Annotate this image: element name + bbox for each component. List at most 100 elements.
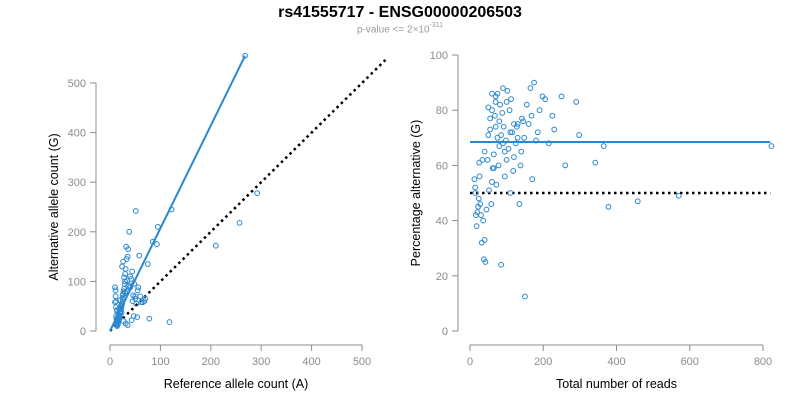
data-point bbox=[500, 140, 506, 147]
data-point bbox=[130, 313, 137, 320]
data-point bbox=[523, 101, 530, 108]
data-point bbox=[600, 143, 607, 149]
data-point bbox=[509, 129, 516, 136]
data-point bbox=[505, 145, 512, 152]
reference-line bbox=[109, 57, 389, 332]
data-point bbox=[473, 223, 480, 230]
data-point bbox=[489, 90, 495, 97]
data-point bbox=[112, 293, 119, 300]
data-point bbox=[154, 223, 161, 230]
x-tick-label: 400 bbox=[302, 356, 320, 368]
data-point bbox=[126, 282, 133, 289]
data-point bbox=[500, 85, 506, 92]
y-tick-label: 60 bbox=[436, 160, 448, 172]
data-point bbox=[514, 134, 521, 141]
data-point bbox=[132, 208, 139, 214]
data-point bbox=[511, 121, 517, 127]
y-tick-label: 40 bbox=[436, 216, 448, 228]
data-point bbox=[212, 242, 219, 249]
data-point bbox=[533, 137, 539, 144]
data-point bbox=[146, 315, 153, 322]
data-point bbox=[125, 283, 132, 290]
data-point bbox=[516, 201, 523, 207]
data-point bbox=[475, 203, 481, 210]
data-point bbox=[166, 319, 173, 325]
y-axis-label: Alternative allele count (G) bbox=[47, 133, 61, 280]
data-point bbox=[494, 134, 501, 141]
data-point bbox=[487, 115, 494, 122]
data-point bbox=[472, 190, 479, 196]
data-point bbox=[471, 176, 478, 183]
x-tick-label: 100 bbox=[151, 356, 169, 368]
y-tick-label: 200 bbox=[68, 227, 86, 239]
data-point bbox=[511, 154, 517, 161]
y-tick-label: 100 bbox=[430, 50, 448, 62]
pvalue-exponent: -311 bbox=[429, 22, 444, 29]
data-point bbox=[497, 101, 503, 108]
data-point bbox=[486, 187, 492, 194]
data-point bbox=[153, 241, 160, 248]
x-tick-label: 600 bbox=[681, 356, 699, 368]
data-point bbox=[534, 129, 541, 136]
data-point bbox=[528, 112, 535, 119]
data-point bbox=[236, 219, 243, 226]
data-point bbox=[472, 184, 479, 191]
data-point bbox=[504, 87, 511, 94]
data-point bbox=[132, 295, 139, 302]
data-point bbox=[134, 314, 141, 321]
data-point bbox=[481, 256, 487, 263]
data-point bbox=[474, 209, 481, 216]
y-tick-label: 0 bbox=[80, 326, 86, 338]
y-axis-label: Percentage alternative (G) bbox=[409, 120, 423, 267]
data-point bbox=[529, 176, 536, 183]
data-point bbox=[254, 190, 261, 197]
data-point bbox=[124, 322, 131, 328]
y-tick-label: 0 bbox=[442, 326, 448, 338]
x-tick-label: 200 bbox=[534, 356, 552, 368]
x-tick-label: 800 bbox=[754, 356, 772, 368]
data-point bbox=[675, 192, 682, 199]
data-point bbox=[168, 206, 175, 213]
data-point bbox=[525, 121, 532, 127]
data-point bbox=[488, 201, 495, 207]
data-point bbox=[479, 156, 486, 163]
data-point bbox=[119, 263, 125, 270]
data-point bbox=[558, 93, 565, 100]
data-point bbox=[485, 132, 492, 138]
data-point bbox=[112, 284, 118, 291]
data-point bbox=[518, 148, 525, 155]
data-point bbox=[508, 96, 514, 103]
data-point bbox=[512, 140, 519, 147]
data-point bbox=[545, 140, 552, 147]
data-point bbox=[514, 121, 521, 127]
x-axis-label: Total number of reads bbox=[556, 377, 677, 391]
y-tick-label: 400 bbox=[68, 128, 86, 140]
data-point bbox=[112, 287, 119, 294]
x-tick-label: 0 bbox=[467, 356, 473, 368]
data-point bbox=[536, 107, 543, 114]
data-point bbox=[482, 259, 489, 265]
data-point bbox=[501, 148, 508, 155]
data-point bbox=[539, 93, 546, 100]
x-tick-label: 400 bbox=[607, 356, 625, 368]
plot-panel-2: 0 200 400 600 800 0 20 40 60 80 100 Total number of… bbox=[409, 50, 775, 391]
plot-panel-1: 0 100 200 300 400 500 0 100 200 300 400 500 Referenc… bbox=[47, 52, 389, 391]
x-tick-label: 500 bbox=[353, 356, 371, 368]
data-point bbox=[519, 115, 525, 122]
data-point bbox=[131, 280, 138, 287]
data-point bbox=[476, 173, 483, 180]
data-point bbox=[496, 118, 503, 125]
data-point bbox=[475, 195, 482, 202]
data-point bbox=[549, 112, 556, 119]
data-point bbox=[503, 156, 510, 163]
data-point bbox=[576, 132, 583, 138]
data-point bbox=[498, 261, 505, 268]
data-point bbox=[492, 112, 498, 119]
data-point bbox=[135, 284, 142, 291]
data-point bbox=[493, 181, 500, 188]
data-point bbox=[484, 156, 491, 163]
data-point bbox=[517, 162, 524, 169]
chart-title: rs41555717 - ENSG00000206503 bbox=[278, 4, 522, 21]
data-point bbox=[489, 107, 495, 114]
